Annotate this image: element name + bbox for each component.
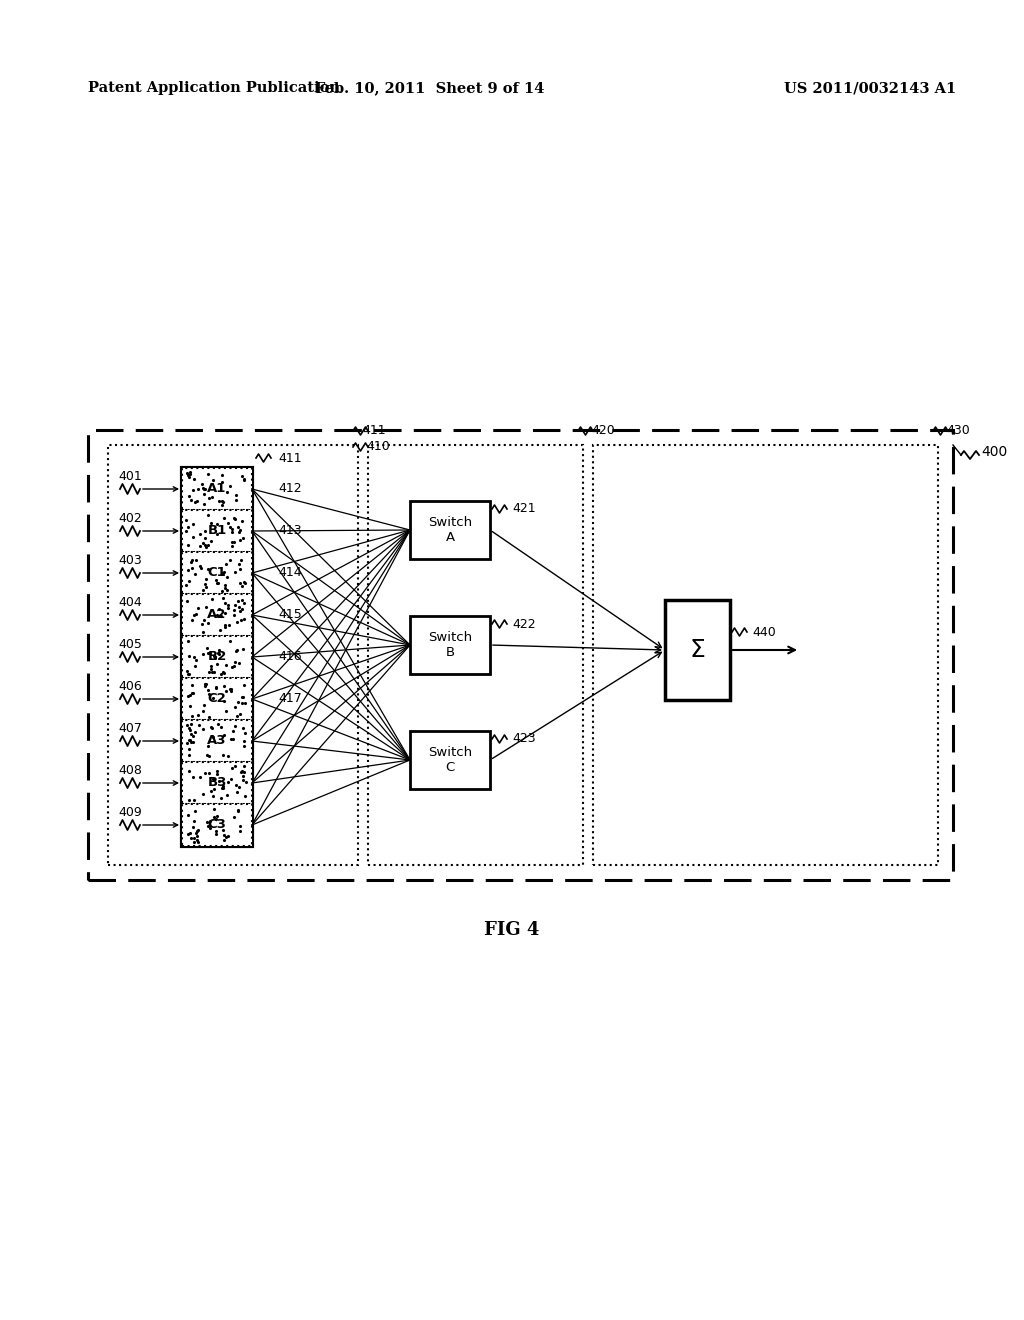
FancyBboxPatch shape [182, 469, 252, 510]
Text: Switch
C: Switch C [428, 746, 472, 774]
Text: C3: C3 [208, 818, 226, 832]
Text: US 2011/0032143 A1: US 2011/0032143 A1 [784, 81, 956, 95]
Text: B1: B1 [208, 524, 226, 537]
Text: A3: A3 [207, 734, 226, 747]
Text: FIG 4: FIG 4 [484, 921, 540, 939]
Text: 404: 404 [118, 597, 141, 610]
Text: 440: 440 [752, 626, 776, 639]
Text: 414: 414 [278, 566, 302, 579]
FancyBboxPatch shape [88, 430, 953, 880]
Text: 405: 405 [118, 639, 142, 652]
Text: 407: 407 [118, 722, 142, 735]
Text: 415: 415 [278, 609, 302, 622]
Text: 421: 421 [512, 503, 536, 516]
Text: 430: 430 [946, 425, 970, 437]
Text: A2: A2 [207, 609, 226, 622]
Text: 411: 411 [362, 425, 386, 437]
Text: 423: 423 [512, 733, 536, 746]
Text: 403: 403 [118, 554, 141, 568]
FancyBboxPatch shape [182, 762, 252, 804]
Text: C2: C2 [208, 693, 226, 705]
Text: 413: 413 [278, 524, 302, 537]
FancyBboxPatch shape [665, 601, 730, 700]
Text: 410: 410 [366, 441, 390, 454]
Text: 420: 420 [591, 425, 614, 437]
Text: A1: A1 [207, 483, 226, 495]
Text: 406: 406 [118, 681, 141, 693]
FancyBboxPatch shape [410, 731, 490, 789]
FancyBboxPatch shape [182, 636, 252, 678]
Text: B2: B2 [208, 651, 226, 664]
Text: C1: C1 [208, 566, 226, 579]
Text: Patent Application Publication: Patent Application Publication [88, 81, 340, 95]
FancyBboxPatch shape [182, 719, 252, 762]
Text: 402: 402 [118, 512, 141, 525]
Text: Feb. 10, 2011  Sheet 9 of 14: Feb. 10, 2011 Sheet 9 of 14 [315, 81, 545, 95]
Text: Switch
A: Switch A [428, 516, 472, 544]
Text: 416: 416 [278, 651, 302, 664]
FancyBboxPatch shape [182, 552, 252, 594]
Text: 412: 412 [278, 483, 302, 495]
Text: 400: 400 [981, 445, 1008, 459]
FancyBboxPatch shape [182, 678, 252, 719]
FancyBboxPatch shape [410, 502, 490, 558]
Text: Switch
B: Switch B [428, 631, 472, 659]
Text: 409: 409 [118, 807, 141, 820]
FancyBboxPatch shape [410, 616, 490, 675]
Text: Σ: Σ [689, 638, 706, 663]
Text: B3: B3 [207, 776, 226, 789]
FancyBboxPatch shape [182, 804, 252, 846]
Text: 422: 422 [512, 618, 536, 631]
FancyBboxPatch shape [182, 594, 252, 636]
Text: 401: 401 [118, 470, 141, 483]
Text: 411: 411 [278, 451, 302, 465]
Text: 417: 417 [278, 693, 302, 705]
FancyBboxPatch shape [182, 510, 252, 552]
Text: 408: 408 [118, 764, 142, 777]
